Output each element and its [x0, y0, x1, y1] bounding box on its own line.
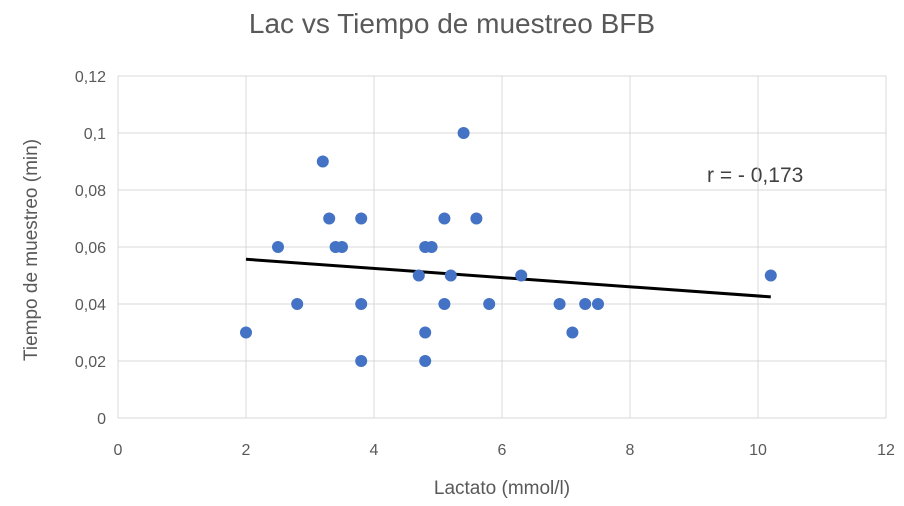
x-tick-label: 4 — [370, 442, 379, 459]
chart-title: Lac vs Tiempo de muestreo BFB — [248, 8, 656, 39]
grid-lines — [117, 75, 887, 419]
data-point — [438, 212, 451, 225]
data-point — [444, 269, 457, 282]
trendline — [245, 257, 771, 299]
data-point — [515, 269, 528, 282]
data-point — [566, 326, 579, 339]
data-point — [483, 298, 496, 310]
data-point — [355, 212, 368, 225]
y-tick-label: 0,12 — [75, 69, 106, 86]
data-point — [553, 298, 566, 310]
x-tick-label: 2 — [242, 442, 251, 459]
data-point — [457, 127, 470, 139]
y-tick-label: 0,08 — [75, 183, 106, 200]
data-point — [419, 326, 432, 339]
data-point — [470, 212, 483, 225]
data-point — [355, 298, 368, 310]
data-point — [323, 212, 336, 225]
x-axis-label: Lactato (mmol/l) — [433, 478, 571, 499]
data-points — [240, 127, 777, 367]
data-point — [425, 241, 438, 253]
data-point — [240, 326, 252, 339]
trendline-group — [245, 257, 771, 299]
x-tick-label: 10 — [749, 442, 767, 459]
data-point — [355, 355, 368, 367]
data-point — [412, 269, 425, 282]
y-tick-label: 0,02 — [75, 354, 106, 371]
data-point — [316, 155, 329, 168]
correlation-annotation: r = - 0,173 — [707, 164, 804, 187]
x-tick-label: 8 — [626, 442, 635, 459]
data-point — [272, 241, 284, 253]
x-tick-label: 0 — [114, 442, 123, 459]
x-tick-labels: 0 2 4 6 8 10 12 — [114, 442, 895, 459]
y-tick-label: 0,1 — [84, 126, 106, 143]
y-tick-label: 0,06 — [75, 240, 106, 257]
data-point — [579, 298, 592, 310]
data-point — [764, 269, 777, 282]
data-point — [336, 241, 348, 253]
data-point — [291, 298, 304, 310]
y-tick-label: 0 — [97, 411, 106, 428]
x-tick-label: 12 — [877, 442, 895, 459]
x-tick-label: 6 — [498, 442, 507, 459]
data-point — [419, 355, 432, 367]
data-point — [438, 298, 451, 310]
y-tick-label: 0,04 — [75, 297, 106, 314]
y-tick-labels: 0 0,02 0,04 0,06 0,08 0,1 0,12 — [75, 69, 106, 428]
data-point — [592, 298, 604, 310]
